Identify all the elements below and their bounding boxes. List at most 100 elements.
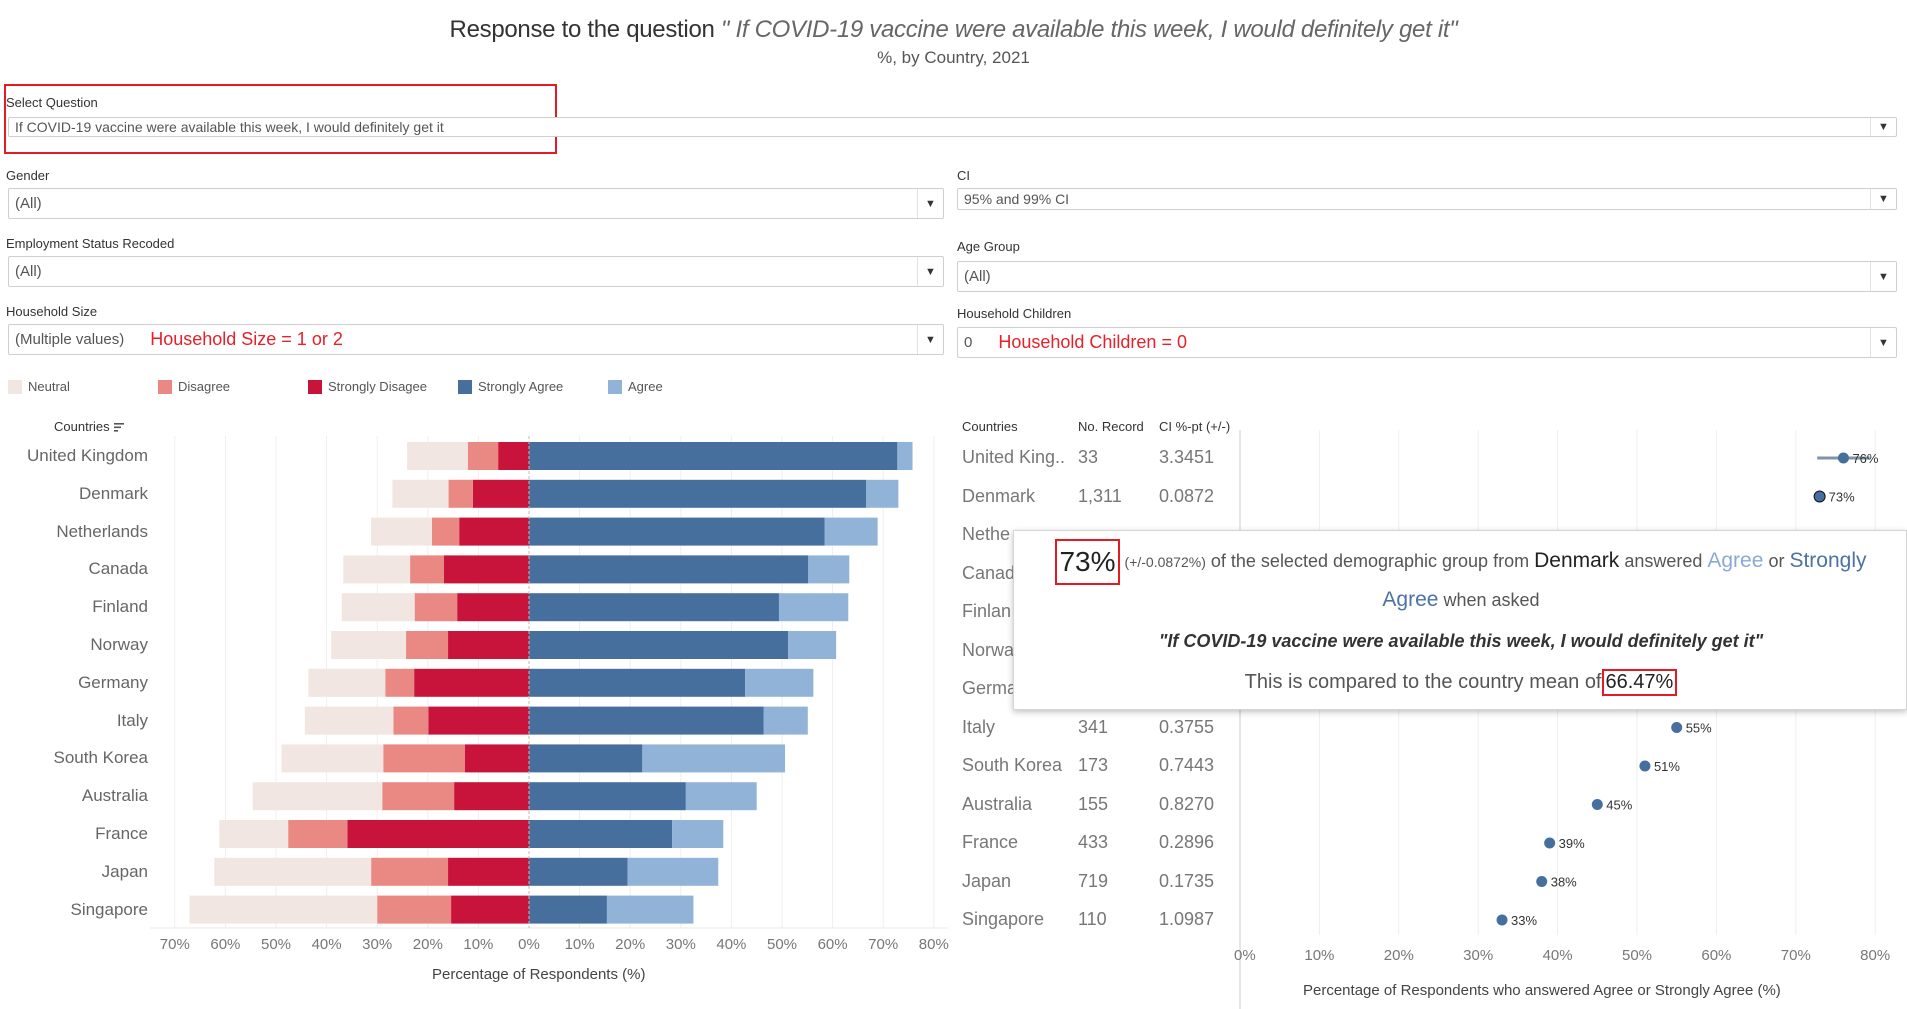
tooltip-ci: (+/-0.0872%) <box>1124 553 1206 570</box>
bar-segment-neutral <box>252 782 383 811</box>
country-label[interactable]: Germany <box>78 672 148 692</box>
tooltip-country: Denmark <box>1534 548 1620 572</box>
table-cell-ci: 0.2896 <box>1159 832 1215 852</box>
bar-segment-strongly-agree <box>529 442 898 470</box>
data-point <box>1837 452 1849 464</box>
caret-down-icon[interactable]: ▼ <box>1870 262 1896 291</box>
table-header-records: No. Record <box>1078 419 1144 434</box>
axis-tick-label: 60% <box>210 936 241 953</box>
bar-segment-strongly-disagee <box>347 820 529 848</box>
legend-swatch <box>608 379 622 394</box>
country-label[interactable]: Italy <box>116 710 148 730</box>
employment-dropdown[interactable]: (All) ▼ <box>8 256 944 287</box>
table-cell-records: 33 <box>1078 447 1099 467</box>
bar-segment-neutral <box>308 668 386 697</box>
caret-down-icon[interactable]: ▼ <box>917 189 943 218</box>
tooltip-mean-value: 66.47% <box>1601 669 1678 696</box>
ci-dropdown[interactable]: 95% and 99% CI ▼ <box>957 188 1897 210</box>
bar-segment-disagree <box>431 517 460 546</box>
axis-tick-label: 60% <box>817 936 848 953</box>
tooltip-or: or <box>1768 550 1785 571</box>
legend-item-agree[interactable]: Agree <box>608 379 663 394</box>
table-cell-country[interactable]: Germa <box>962 678 1018 698</box>
ci-label: CI <box>957 168 970 183</box>
bar-segment-neutral <box>392 479 449 508</box>
table-cell-records: 155 <box>1078 793 1109 814</box>
country-label[interactable]: Canada <box>88 559 148 579</box>
age-group-label: Age Group <box>957 239 1020 254</box>
caret-down-icon[interactable]: ▼ <box>1870 328 1896 357</box>
country-label[interactable]: South Korea <box>53 748 148 768</box>
data-point-label: 76% <box>1852 451 1878 466</box>
country-label[interactable]: Netherlands <box>56 521 148 541</box>
data-point <box>1544 837 1556 849</box>
axis-tick-label: 60% <box>1701 947 1732 964</box>
table-cell-country[interactable]: Italy <box>962 716 996 737</box>
household-size-value: (Multiple values) <box>15 331 125 348</box>
legend-item-neutral[interactable]: Neutral <box>8 379 70 394</box>
table-cell-country[interactable]: Singapore <box>962 909 1045 929</box>
country-label[interactable]: Denmark <box>79 483 148 503</box>
table-cell-records: 341 <box>1078 716 1109 737</box>
table-cell-ci: 0.0872 <box>1159 485 1215 506</box>
caret-down-icon[interactable]: ▼ <box>917 325 943 354</box>
select-question-dropdown[interactable]: If COVID-19 vaccine were available this … <box>8 117 1897 137</box>
table-cell-country[interactable]: Canad <box>962 562 1016 583</box>
household-size-annotation: Household Size = 1 or 2 <box>150 329 343 349</box>
table-cell-country[interactable]: Japan <box>962 870 1012 891</box>
country-label[interactable]: Japan <box>101 861 148 881</box>
table-cell-country[interactable]: Norwa <box>962 639 1015 660</box>
country-label[interactable]: United Kingdom <box>27 446 148 465</box>
age-group-dropdown[interactable]: (All) ▼ <box>957 261 1897 292</box>
legend-label: Strongly Agree <box>478 379 564 394</box>
table-cell-country[interactable]: France <box>962 832 1019 852</box>
bar-segment-disagree <box>406 631 449 659</box>
bar-segment-disagree <box>371 857 449 886</box>
household-children-dropdown[interactable]: 0 Household Children = 0 ▼ <box>957 327 1897 358</box>
table-cell-country[interactable]: Nethe <box>962 524 1011 544</box>
caret-down-icon[interactable]: ▼ <box>1870 189 1896 209</box>
tooltip-big-value: 73% <box>1055 539 1120 585</box>
axis-tick-label: 20% <box>615 936 646 953</box>
table-cell-country[interactable]: Australia <box>962 793 1033 814</box>
axis-tick-label: 70% <box>1780 947 1811 964</box>
bar-segment-agree <box>606 895 694 924</box>
legend-item-strongly-agree[interactable]: Strongly Agree <box>458 379 563 394</box>
country-label[interactable]: Norway <box>90 635 148 654</box>
bar-segment-neutral <box>304 706 394 735</box>
legend-label: Agree <box>628 379 663 394</box>
tooltip-agree: Agree <box>1707 548 1764 572</box>
tooltip-text2: answered <box>1624 550 1703 571</box>
page-title: Response to the question " If COVID-19 v… <box>0 16 1907 44</box>
axis-tick-label: 80% <box>918 936 949 953</box>
bar-segment-agree <box>763 706 808 735</box>
tooltip-agree2: Agree <box>1382 588 1439 611</box>
countries-header[interactable]: Countries <box>54 419 125 434</box>
table-cell-country[interactable]: South Korea <box>962 755 1063 775</box>
legend: Neutral Disagree Strongly Disagee Strong… <box>8 379 708 397</box>
table-cell-country[interactable]: Finlan <box>962 601 1012 621</box>
table-cell-ci: 1.0987 <box>1159 909 1215 929</box>
country-label[interactable]: Australia <box>81 786 148 806</box>
household-size-dropdown[interactable]: (Multiple values) Household Size = 1 or … <box>8 324 944 355</box>
country-label[interactable]: France <box>95 824 148 843</box>
sort-icon[interactable] <box>113 421 125 433</box>
gender-dropdown[interactable]: (All) ▼ <box>8 188 944 219</box>
caret-down-icon[interactable]: ▼ <box>917 257 943 286</box>
bar-segment-strongly-disagee <box>443 555 529 584</box>
bar-segment-neutral <box>219 820 289 848</box>
bar-segment-agree <box>788 631 837 659</box>
legend-label: Strongly Disagee <box>328 379 427 394</box>
caret-down-icon[interactable]: ▼ <box>1870 118 1896 136</box>
table-cell-country[interactable]: United King.. <box>962 447 1066 467</box>
bar-segment-strongly-agree <box>529 820 673 848</box>
select-question-label: Select Question <box>6 95 98 110</box>
country-label[interactable]: Finland <box>92 597 148 617</box>
table-cell-country[interactable]: Denmark <box>962 485 1036 506</box>
country-label[interactable]: Singapore <box>70 899 148 919</box>
legend-item-disagree[interactable]: Disagree <box>158 379 230 394</box>
bar-segment-strongly-agree <box>529 517 825 546</box>
bar-segment-agree <box>685 782 757 811</box>
bar-segment-agree <box>778 593 849 622</box>
legend-item-strongly-disagree[interactable]: Strongly Disagee <box>308 379 427 394</box>
